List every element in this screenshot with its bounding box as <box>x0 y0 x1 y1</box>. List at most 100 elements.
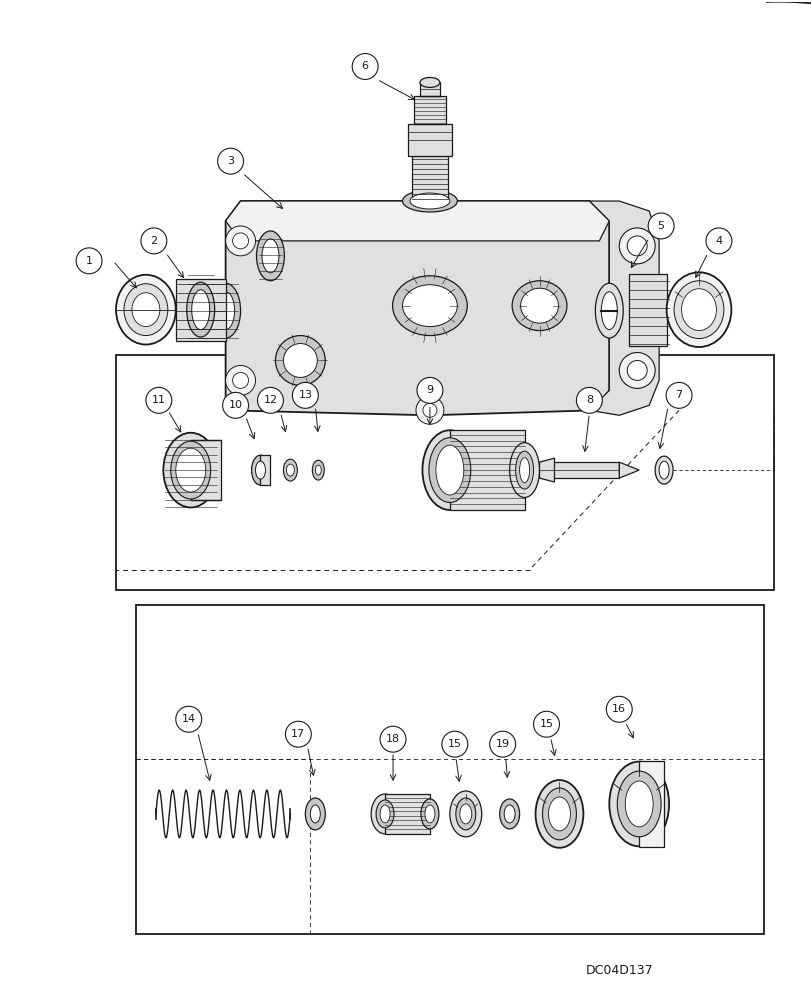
Ellipse shape <box>175 448 205 492</box>
Text: 13: 13 <box>298 390 312 400</box>
Bar <box>449 430 524 510</box>
Text: DC04D137: DC04D137 <box>585 964 652 977</box>
Circle shape <box>352 54 378 79</box>
Ellipse shape <box>608 762 668 846</box>
Ellipse shape <box>187 282 214 337</box>
Ellipse shape <box>616 771 660 837</box>
Circle shape <box>489 731 515 757</box>
Circle shape <box>222 392 248 418</box>
Bar <box>629 274 667 346</box>
Ellipse shape <box>624 781 652 827</box>
Text: 1: 1 <box>85 256 92 266</box>
Ellipse shape <box>594 283 623 338</box>
Circle shape <box>665 382 691 408</box>
Ellipse shape <box>217 292 234 330</box>
Circle shape <box>175 706 201 732</box>
Polygon shape <box>225 201 608 241</box>
Circle shape <box>225 226 255 256</box>
Bar <box>175 279 225 341</box>
Ellipse shape <box>519 458 529 483</box>
Ellipse shape <box>515 451 533 489</box>
Ellipse shape <box>436 445 463 495</box>
Ellipse shape <box>210 283 240 338</box>
Bar <box>414 96 445 124</box>
Text: 14: 14 <box>182 714 195 724</box>
Text: 4: 4 <box>714 236 722 246</box>
Circle shape <box>285 721 311 747</box>
Ellipse shape <box>535 780 582 848</box>
Ellipse shape <box>402 285 457 327</box>
Ellipse shape <box>256 231 284 281</box>
Bar <box>384 794 429 834</box>
Circle shape <box>76 248 102 274</box>
Text: 19: 19 <box>495 739 509 749</box>
Polygon shape <box>225 201 608 415</box>
Text: 6: 6 <box>361 61 368 71</box>
Ellipse shape <box>504 805 514 823</box>
Ellipse shape <box>116 275 175 345</box>
Circle shape <box>626 360 646 380</box>
Ellipse shape <box>512 281 566 331</box>
Ellipse shape <box>191 290 209 330</box>
Circle shape <box>619 228 654 264</box>
Polygon shape <box>619 462 638 478</box>
Text: 3: 3 <box>227 156 234 166</box>
Circle shape <box>217 148 243 174</box>
Circle shape <box>576 387 602 413</box>
Ellipse shape <box>375 800 393 828</box>
Ellipse shape <box>499 799 519 829</box>
Ellipse shape <box>251 455 269 485</box>
Ellipse shape <box>170 441 210 499</box>
Circle shape <box>146 387 172 413</box>
Circle shape <box>626 236 646 256</box>
Ellipse shape <box>131 293 160 327</box>
Circle shape <box>415 396 444 424</box>
Ellipse shape <box>163 433 218 507</box>
Ellipse shape <box>455 798 475 830</box>
Circle shape <box>232 372 248 388</box>
Ellipse shape <box>371 794 398 834</box>
Circle shape <box>257 387 283 413</box>
Ellipse shape <box>262 239 279 273</box>
Text: 15: 15 <box>539 719 553 729</box>
Ellipse shape <box>424 805 435 823</box>
Ellipse shape <box>312 460 324 480</box>
Ellipse shape <box>380 805 389 823</box>
Ellipse shape <box>673 281 723 339</box>
Ellipse shape <box>255 461 265 479</box>
Ellipse shape <box>449 791 481 837</box>
Ellipse shape <box>422 430 477 510</box>
Text: 18: 18 <box>385 734 400 744</box>
Text: 9: 9 <box>426 385 433 395</box>
Ellipse shape <box>680 289 715 331</box>
Ellipse shape <box>283 459 297 481</box>
Ellipse shape <box>402 190 457 212</box>
Ellipse shape <box>601 292 616 330</box>
Ellipse shape <box>548 797 570 831</box>
Text: 12: 12 <box>263 395 277 405</box>
Text: 16: 16 <box>611 704 625 714</box>
Ellipse shape <box>305 798 325 830</box>
Ellipse shape <box>419 77 440 87</box>
Ellipse shape <box>283 344 317 377</box>
Circle shape <box>647 213 673 239</box>
Bar <box>116 355 773 590</box>
Ellipse shape <box>310 805 320 823</box>
Ellipse shape <box>420 799 439 829</box>
Text: 11: 11 <box>152 395 165 405</box>
Ellipse shape <box>286 464 294 476</box>
Polygon shape <box>589 201 659 415</box>
Text: 8: 8 <box>585 395 592 405</box>
Circle shape <box>423 403 436 417</box>
Ellipse shape <box>392 276 466 336</box>
Circle shape <box>232 233 248 249</box>
Circle shape <box>705 228 731 254</box>
Text: 7: 7 <box>675 390 682 400</box>
Ellipse shape <box>509 443 539 498</box>
Bar <box>407 124 451 156</box>
Circle shape <box>606 696 632 722</box>
Polygon shape <box>539 458 554 482</box>
Bar <box>411 156 448 201</box>
Circle shape <box>292 382 318 408</box>
Bar <box>191 440 221 500</box>
